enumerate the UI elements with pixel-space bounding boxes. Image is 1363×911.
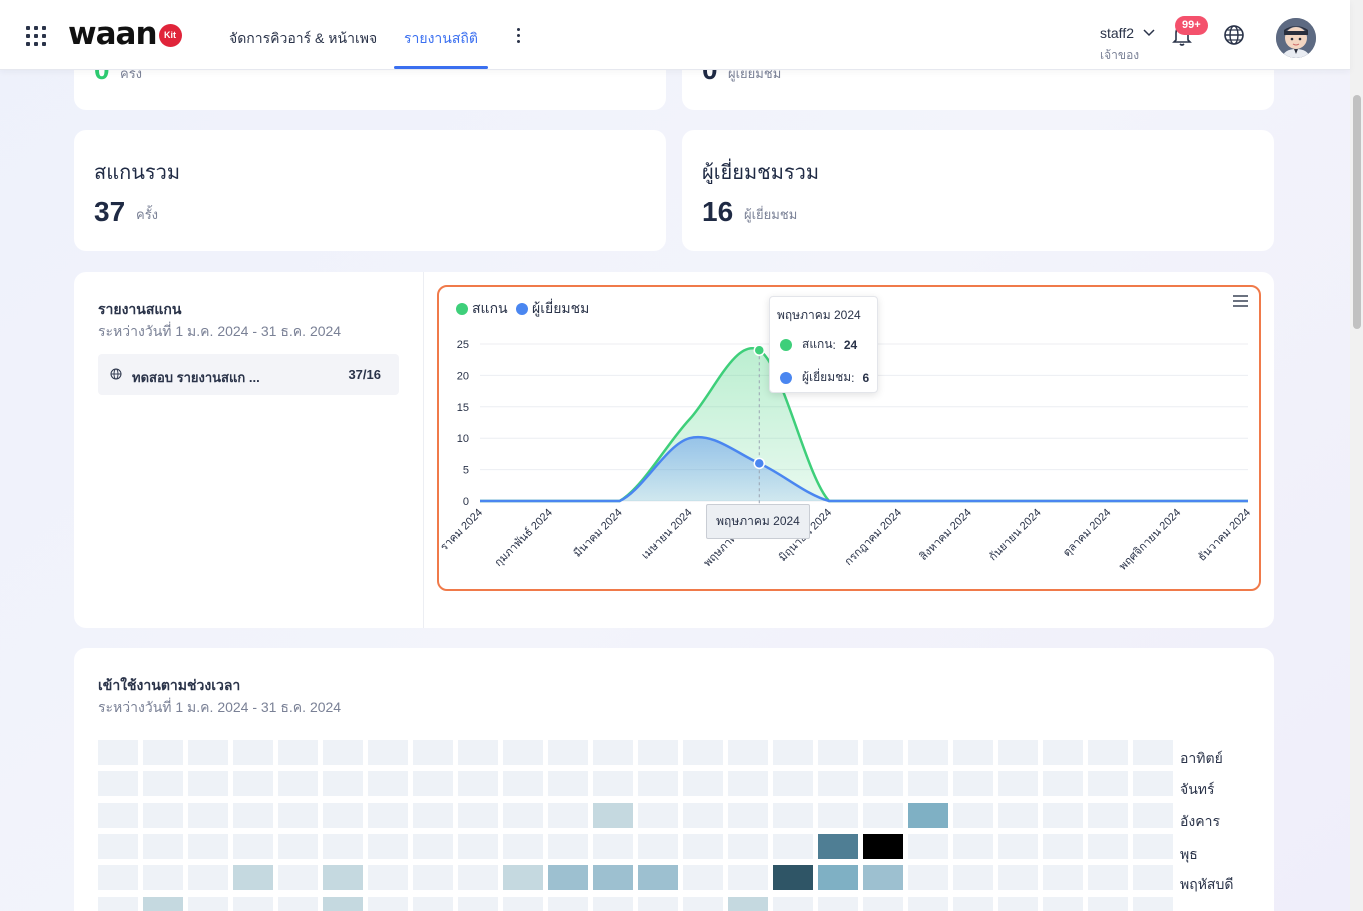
heatmap-day-sunday: อาทิตย์ bbox=[1180, 750, 1223, 766]
user-name[interactable]: staff2 bbox=[1100, 25, 1134, 41]
heatmap-title: เข้าใช้งานตามช่วงเวลา bbox=[98, 677, 241, 693]
heatmap-day-monday: จันทร์ bbox=[1180, 781, 1215, 797]
total-visitors-card: ผู้เยี่ยมชมรวม 16 ผู้เยี่ยมชม bbox=[682, 130, 1274, 251]
waan-logo[interactable]: waan Kit bbox=[68, 14, 182, 54]
more-vertical-icon[interactable] bbox=[512, 26, 524, 46]
legend-item-scans[interactable]: สแกน bbox=[456, 298, 508, 320]
x-tick-label: มีนาคม 2024 bbox=[571, 506, 625, 560]
y-tick-label: 10 bbox=[457, 433, 469, 445]
data-point-series-1[interactable] bbox=[753, 457, 766, 470]
area-fill-series-1 bbox=[480, 437, 1248, 501]
x-tick-label: พฤศจิกายน 2024 bbox=[1117, 507, 1183, 573]
y-tick-label: 25 bbox=[457, 339, 469, 351]
legend-dot-scans bbox=[456, 303, 468, 315]
total-scans-card: สแกนรวม 37 ครั้ง bbox=[74, 130, 666, 251]
series-line-1 bbox=[479, 435, 1248, 503]
chevron-down-icon[interactable] bbox=[1143, 27, 1155, 39]
notification-badge[interactable]: 99+ bbox=[1175, 16, 1208, 35]
x-tick-label: สิงหาคม 2024 bbox=[917, 507, 974, 564]
total-visitors-unit: ผู้เยี่ยมชม bbox=[744, 207, 798, 222]
x-tick-label: ราคม 2024 bbox=[438, 507, 485, 554]
data-point-series-0[interactable] bbox=[753, 344, 766, 357]
total-visitors-value: 16 bbox=[702, 196, 734, 227]
logo-text: waan bbox=[68, 16, 158, 52]
tooltip-dot-scans bbox=[780, 338, 792, 351]
globe-icon bbox=[110, 368, 122, 380]
x-axis-tooltip: พฤษภาคม 2024 bbox=[706, 504, 810, 539]
tab-qr-pages[interactable]: จัดการคิวอาร์ & หน้าเพจ bbox=[229, 30, 378, 46]
chart-tooltip: พฤษภาคม 2024 สแกน: 24 ผู้เยี่ยมชม: 6 bbox=[769, 296, 878, 393]
report-list-item[interactable]: ทดสอบ รายงานสแก ... 37/16 bbox=[98, 354, 399, 395]
tooltip-row-visitors: ผู้เยี่ยมชม: 6 bbox=[780, 368, 869, 387]
heatmap-day-thursday: พฤหัสบดี bbox=[1180, 876, 1234, 892]
legend-label-visitors: ผู้เยี่ยมชม bbox=[532, 300, 590, 316]
avatar-illustration bbox=[1276, 18, 1316, 58]
tooltip-visitors-value: 6 bbox=[862, 370, 870, 385]
panel-divider bbox=[423, 272, 424, 628]
total-scans-unit: ครั้ง bbox=[136, 207, 159, 222]
scan-report-title: รายงานสแกน bbox=[98, 301, 182, 317]
y-tick-label: 20 bbox=[457, 370, 469, 382]
chart-menu-icon[interactable] bbox=[1233, 295, 1248, 307]
avatar[interactable] bbox=[1276, 18, 1316, 58]
total-visitors-title: ผู้เยี่ยมชมรวม bbox=[702, 162, 820, 184]
report-item-label: ทดสอบ รายงานสแก ... bbox=[132, 370, 260, 385]
x-tick-label: กรกฎาคม 2024 bbox=[843, 507, 904, 568]
top-navigation-bar: waan Kit จัดการคิวอาร์ & หน้าเพจ รายงานส… bbox=[0, 0, 1350, 70]
total-scans-value: 37 bbox=[94, 196, 126, 227]
tooltip-scans-label: สแกน bbox=[802, 337, 833, 351]
x-tick-label: กันยายน 2024 bbox=[987, 507, 1044, 564]
tooltip-scans-value: 24 bbox=[843, 337, 858, 352]
scan-report-date-range: ระหว่างวันที่ 1 ม.ค. 2024 - 31 ธ.ค. 2024 bbox=[98, 323, 342, 339]
heatmap-date-range: ระหว่างวันที่ 1 ม.ค. 2024 - 31 ธ.ค. 2024 bbox=[98, 699, 342, 715]
tab-statistics-report[interactable]: รายงานสถิติ bbox=[404, 30, 478, 46]
active-tab-indicator bbox=[394, 66, 488, 69]
total-scans-title: สแกนรวม bbox=[94, 162, 181, 184]
legend-label-scans: สแกน bbox=[472, 300, 508, 316]
heatmap-day-wednesday: พุธ bbox=[1180, 846, 1198, 862]
usage-heatmap-card bbox=[74, 648, 1274, 911]
page-scrollbar[interactable] bbox=[1350, 0, 1363, 911]
x-tick-label: ธันวาคม 2024 bbox=[1196, 507, 1253, 564]
user-role: เจ้าของ bbox=[1100, 48, 1140, 62]
x-tick-label: ตุลาคม 2024 bbox=[1061, 507, 1113, 559]
tooltip-visitors-label: ผู้เยี่ยมชม bbox=[802, 370, 852, 384]
y-tick-label: 5 bbox=[463, 465, 469, 477]
apps-grid-icon[interactable] bbox=[25, 25, 47, 47]
scrollbar-thumb[interactable] bbox=[1353, 95, 1361, 329]
logo-badge: Kit bbox=[158, 23, 182, 47]
x-tick-label: กุมภาพันธ์ 2024 bbox=[492, 506, 555, 569]
tooltip-title: พฤษภาคม 2024 bbox=[777, 308, 861, 322]
x-tick-label: เมษายน 2024 bbox=[639, 507, 694, 562]
tooltip-dot-visitors bbox=[780, 371, 792, 384]
y-tick-label: 0 bbox=[463, 496, 469, 508]
legend-item-visitors[interactable]: ผู้เยี่ยมชม bbox=[516, 298, 589, 320]
chart-highlight-frame bbox=[437, 285, 1261, 591]
y-tick-label: 15 bbox=[457, 402, 469, 414]
report-item-count: 37/16 bbox=[348, 367, 381, 382]
tooltip-row-scans: สแกน: 24 bbox=[780, 335, 857, 354]
heatmap-day-tuesday: อังคาร bbox=[1180, 813, 1220, 829]
globe-icon[interactable] bbox=[1223, 24, 1245, 46]
legend-dot-visitors bbox=[516, 303, 528, 315]
